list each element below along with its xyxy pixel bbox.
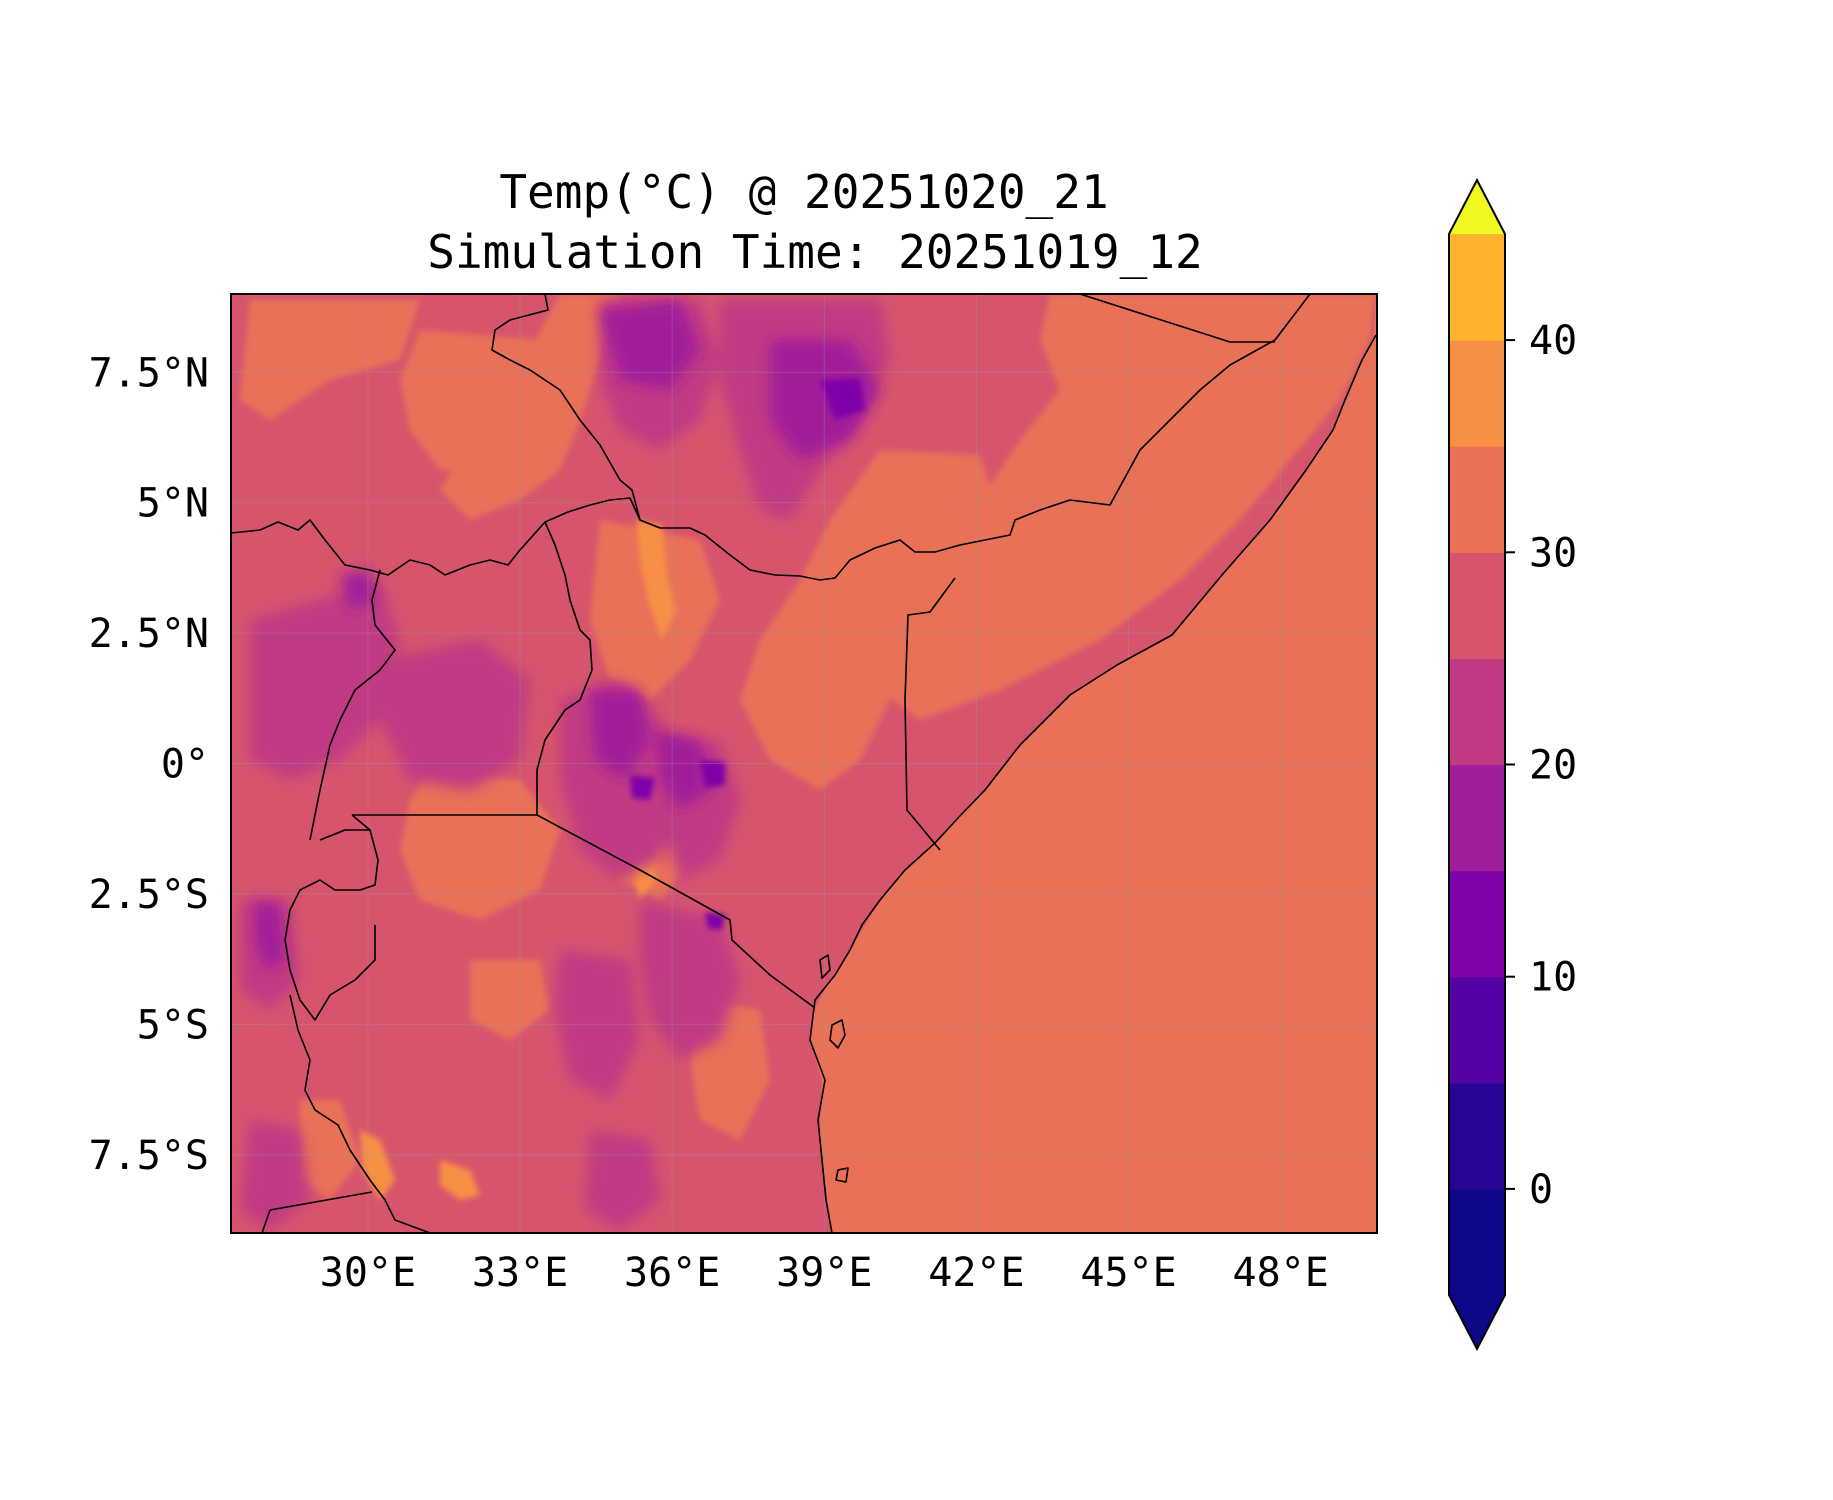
map-axes-frame bbox=[230, 293, 1378, 1234]
border-kenya-somalia bbox=[904, 577, 956, 851]
border-south-sudan-north bbox=[231, 294, 1311, 581]
border-rwanda-burundi bbox=[284, 814, 379, 1021]
x-tick-label: 36°E bbox=[624, 1250, 720, 1296]
colorbar-segment bbox=[1449, 764, 1505, 872]
warm-zones bbox=[240, 294, 1376, 1200]
border-tanzania-kenya bbox=[536, 814, 816, 1009]
colorbar: 0 10 20 30 40 bbox=[1448, 177, 1577, 1352]
coldest-zones bbox=[630, 378, 865, 930]
colorbar-segment bbox=[1449, 340, 1505, 447]
cold-zones bbox=[255, 300, 880, 970]
border-ethiopia-somalia-north bbox=[1079, 294, 1275, 343]
map-gridlines bbox=[231, 294, 1377, 1233]
colorbar-tick-label: 20 bbox=[1529, 743, 1577, 789]
mafia-island bbox=[835, 1167, 849, 1183]
colorbar-tick-label: 10 bbox=[1529, 955, 1577, 1001]
x-tick-label: 39°E bbox=[776, 1250, 872, 1296]
colorbar-segment bbox=[1449, 1082, 1505, 1190]
border-drc-uganda bbox=[309, 569, 396, 841]
colorbar-tick-label: 30 bbox=[1529, 530, 1577, 576]
y-tick-label: 2.5°N bbox=[89, 611, 209, 657]
border-rwanda-west bbox=[319, 829, 370, 841]
y-tick-label: 5°N bbox=[137, 481, 209, 527]
pemba-island bbox=[819, 954, 831, 979]
x-axis-ticks: 30°E 33°E 36°E 39°E 42°E 45°E 48°E bbox=[320, 1250, 1329, 1296]
y-tick-label: 0° bbox=[161, 742, 209, 788]
colorbar-segment bbox=[1449, 446, 1505, 553]
y-tick-label: 5°S bbox=[137, 1002, 209, 1048]
colorbar-segment bbox=[1449, 976, 1505, 1084]
border-tanzania-lake bbox=[289, 994, 431, 1233]
colorbar-segment bbox=[1449, 658, 1505, 766]
country-borders bbox=[231, 294, 1377, 1233]
x-tick-label: 48°E bbox=[1232, 1250, 1328, 1296]
figure-title-line1: Temp(°C) @ 20251020_21 bbox=[499, 165, 1108, 219]
y-tick-label: 2.5°S bbox=[89, 872, 209, 918]
coastline bbox=[809, 334, 1377, 1233]
y-tick-label: 7.5°N bbox=[89, 350, 209, 396]
colorbar-tick-label: 0 bbox=[1529, 1167, 1553, 1213]
map-panel: 30°E 33°E 36°E 39°E 42°E 45°E 48°E 7.5°N 5°N 2.5… bbox=[89, 293, 1378, 1296]
x-tick-label: 45°E bbox=[1080, 1250, 1176, 1296]
colorbar-segment bbox=[1449, 870, 1505, 978]
x-tick-label: 33°E bbox=[472, 1250, 568, 1296]
y-tick-label: 7.5°S bbox=[89, 1133, 209, 1179]
y-axis-ticks: 7.5°N 5°N 2.5°N 0° 2.5°S 5°S 7.5°S bbox=[89, 350, 209, 1179]
border-ethiopia-sudan-west bbox=[491, 294, 641, 521]
colorbar-outline bbox=[1448, 177, 1506, 1352]
colorbar-tick-label: 40 bbox=[1529, 318, 1577, 364]
border-uganda-sudan-east bbox=[536, 521, 593, 815]
x-tick-label: 30°E bbox=[320, 1250, 416, 1296]
colorbar-segment bbox=[1449, 234, 1505, 341]
colorbar-segment bbox=[1449, 1188, 1505, 1296]
land-temperature-field bbox=[231, 294, 1376, 1233]
colorbar-extend-max bbox=[1449, 180, 1505, 234]
figure-title-line2: Simulation Time: 20251019_12 bbox=[427, 225, 1202, 279]
colorbar-segment bbox=[1449, 552, 1505, 659]
zanzibar-island bbox=[829, 1019, 846, 1049]
colorbar-extend-min bbox=[1449, 1295, 1505, 1349]
x-tick-label: 42°E bbox=[928, 1250, 1024, 1296]
border-zambia bbox=[261, 1191, 373, 1233]
